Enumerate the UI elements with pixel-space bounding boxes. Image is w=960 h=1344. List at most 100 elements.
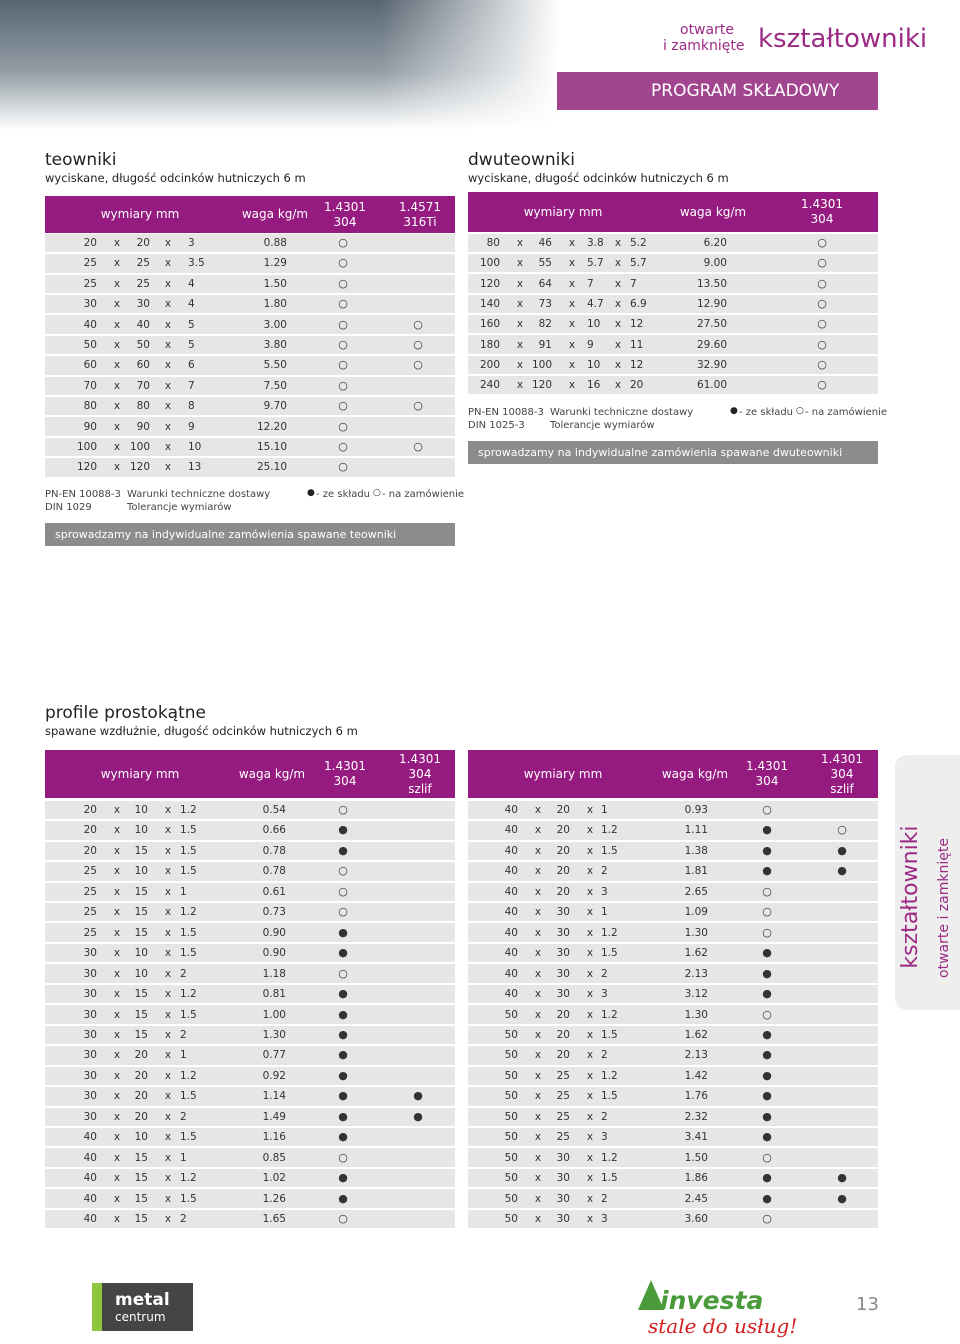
header-band: [557, 72, 878, 110]
cell: 30: [83, 1049, 97, 1062]
stock-mark: ●: [762, 946, 772, 960]
dim-separator: x: [164, 1131, 172, 1144]
stock-mark: ○: [338, 864, 348, 878]
cell: 32.90: [696, 358, 727, 371]
stock-mark: ○: [762, 905, 772, 919]
logo-metal-box: [92, 1283, 193, 1331]
cell: 1.5: [180, 824, 197, 837]
cell: 50: [136, 339, 150, 351]
cell: 20: [134, 1090, 148, 1103]
table-header: [45, 750, 455, 798]
dim-separator: x: [113, 339, 121, 351]
cell: 1.65: [262, 1213, 286, 1225]
cell: 10: [134, 804, 148, 816]
cell: 10: [587, 318, 601, 331]
cell: 90: [136, 420, 150, 433]
stock-mark: ●: [338, 1089, 348, 1103]
cell: 15: [134, 1151, 148, 1164]
cell: 5.2: [630, 237, 647, 249]
dim-separator: x: [113, 1213, 121, 1225]
cell: 1.2: [180, 906, 197, 919]
cell: 3.41: [684, 1131, 708, 1144]
header-cell: 304: [755, 774, 779, 788]
stock-mark: ●: [338, 823, 348, 837]
stock-mark: ○: [338, 236, 348, 249]
dim-separator: x: [113, 237, 121, 249]
cell: 2: [180, 1110, 187, 1123]
stock-mark: ○: [817, 296, 827, 310]
cell: 4: [188, 298, 195, 311]
cell: 40: [504, 926, 518, 939]
stock-mark: ●: [762, 1027, 772, 1041]
table-row: [45, 356, 455, 375]
table-header: [45, 196, 455, 233]
table-row: [468, 821, 878, 840]
dim-separator: x: [113, 1131, 121, 1144]
cell: 180: [479, 338, 500, 351]
section-title: dwuteowniki: [468, 150, 575, 170]
cell: 25: [136, 257, 150, 270]
stock-mark: ●: [338, 1171, 348, 1185]
cell: 3.5: [188, 257, 205, 270]
cell: 2: [601, 1192, 608, 1205]
cell: 3: [188, 237, 195, 249]
cell: 20: [556, 885, 570, 898]
cell: 9.70: [263, 400, 287, 413]
dim-separator: x: [113, 1090, 121, 1103]
dim-separator: x: [586, 844, 594, 857]
cell: 30: [83, 1028, 97, 1041]
cell: 30: [83, 1008, 97, 1021]
cell: 40: [504, 824, 518, 837]
stock-mark: ●: [338, 843, 348, 857]
header-line2: i zamknięte: [663, 38, 745, 54]
dim-separator: x: [614, 338, 622, 351]
cell: 15: [134, 885, 148, 898]
cell: 1.2: [601, 824, 618, 837]
stock-mark: ●: [837, 1171, 847, 1185]
norm: PN-EN 10088-3: [45, 489, 121, 500]
dim-separator: x: [516, 237, 524, 249]
cell: 30: [136, 298, 150, 311]
dim-separator: x: [164, 420, 172, 433]
cell: 20: [134, 1049, 148, 1062]
header-band-text: PROGRAM SKŁADOWY: [651, 81, 840, 101]
dim-separator: x: [516, 277, 524, 290]
banner: [45, 523, 455, 546]
stock-mark: ○: [338, 460, 348, 474]
cell: 9: [188, 420, 195, 433]
dim-separator: x: [113, 804, 121, 816]
stock-mark: ○: [338, 317, 348, 331]
cell: 10: [188, 441, 202, 453]
table-row: [468, 315, 878, 334]
dim-separator: x: [534, 1172, 542, 1185]
table-row: [468, 1127, 878, 1147]
dim-separator: x: [113, 1151, 121, 1164]
cell: 40: [504, 865, 518, 878]
logo-metal-line1: metal: [115, 1290, 170, 1310]
dim-separator: x: [164, 1213, 172, 1225]
dim-separator: x: [568, 379, 576, 392]
cell: 2: [601, 967, 608, 980]
dim-separator: x: [586, 1110, 594, 1123]
cell: 7.50: [263, 379, 287, 392]
cell: 1.29: [263, 257, 287, 270]
legend-symbol: ●: [307, 488, 315, 498]
cell: 20: [556, 804, 570, 816]
cell: 1.5: [180, 1131, 197, 1144]
dim-separator: x: [113, 885, 121, 898]
cell: 2.13: [684, 1049, 708, 1062]
cell: 20: [556, 865, 570, 878]
dim-separator: x: [516, 338, 524, 351]
header-title: kształtowniki: [758, 24, 928, 54]
dim-separator: x: [568, 277, 576, 290]
dim-separator: x: [113, 906, 121, 919]
side-tab: [895, 755, 960, 1010]
dim-separator: x: [586, 1151, 594, 1164]
dim-separator: x: [164, 237, 172, 249]
cell: 240: [479, 379, 500, 392]
cell: 50: [504, 1213, 518, 1225]
cell: 30: [556, 947, 570, 960]
dim-separator: x: [164, 277, 172, 290]
cell: 3.12: [684, 988, 708, 1001]
